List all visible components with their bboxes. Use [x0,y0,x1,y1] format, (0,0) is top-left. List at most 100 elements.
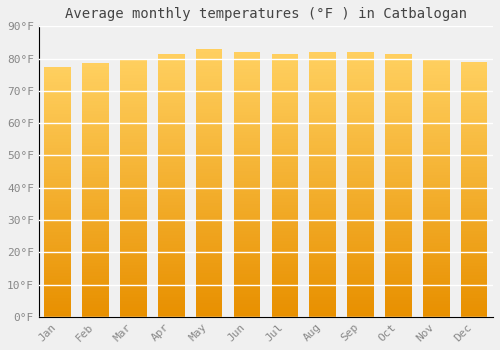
Bar [272,106,298,110]
Bar [423,201,450,204]
Bar [461,250,487,253]
Bar [310,78,336,82]
Bar [272,123,298,126]
Bar [158,244,184,248]
Bar [196,103,222,106]
Bar [234,303,260,307]
Bar [348,307,374,310]
Bar [348,310,374,314]
Bar [158,54,184,57]
Bar [272,274,298,277]
Bar [461,218,487,221]
Bar [44,101,71,104]
Bar [272,264,298,267]
Bar [44,239,71,242]
Bar [348,237,374,241]
Bar [82,95,109,98]
Bar [423,104,450,107]
Bar [44,98,71,101]
Bar [82,79,109,82]
Bar [348,59,374,62]
Bar [120,301,146,304]
Bar [310,178,336,181]
Bar [158,261,184,264]
Bar [196,226,222,230]
Bar [461,145,487,148]
Bar [461,164,487,167]
Bar [158,225,184,228]
Bar [158,74,184,77]
Bar [234,300,260,303]
Bar [158,130,184,133]
Bar [44,160,71,163]
Bar [44,113,71,117]
Bar [196,260,222,263]
Bar [234,264,260,267]
Bar [44,314,71,317]
Bar [272,152,298,156]
Bar [423,243,450,246]
Bar [461,183,487,186]
Bar [158,248,184,251]
Bar [310,69,336,72]
Bar [120,123,146,126]
Bar [272,179,298,182]
Bar [348,208,374,211]
Bar [158,166,184,169]
Bar [461,68,487,71]
Bar [461,228,487,231]
Bar [44,126,71,129]
Bar [385,70,411,74]
Bar [348,155,374,158]
Bar [234,138,260,141]
Bar [310,211,336,214]
Bar [234,112,260,115]
Bar [196,243,222,246]
Bar [196,293,222,297]
Bar [461,186,487,189]
Bar [461,122,487,126]
Bar [348,231,374,234]
Bar [234,78,260,82]
Bar [234,168,260,171]
Bar [82,98,109,101]
Bar [158,119,184,123]
Bar [234,135,260,138]
Bar [120,214,146,217]
Bar [461,94,487,97]
Bar [158,80,184,83]
Bar [82,247,109,250]
Bar [310,138,336,141]
Bar [234,188,260,191]
Bar [82,73,109,76]
Bar [44,135,71,139]
Bar [348,188,374,191]
Bar [44,148,71,151]
Bar [158,307,184,310]
Bar [348,287,374,290]
Bar [461,262,487,266]
Bar [234,231,260,234]
Bar [44,157,71,160]
Bar [461,244,487,247]
Bar [158,264,184,267]
Bar [120,139,146,142]
Bar [44,251,71,254]
Bar [158,290,184,294]
Bar [120,126,146,130]
Bar [196,153,222,156]
Bar [348,145,374,148]
Bar [234,201,260,204]
Bar [234,260,260,264]
Bar [158,152,184,156]
Bar [44,66,71,70]
Bar [82,190,109,193]
Bar [82,120,109,124]
Bar [272,60,298,64]
Bar [461,167,487,170]
Bar [461,304,487,307]
Bar [272,80,298,83]
Bar [158,310,184,314]
Bar [196,136,222,139]
Bar [310,145,336,148]
